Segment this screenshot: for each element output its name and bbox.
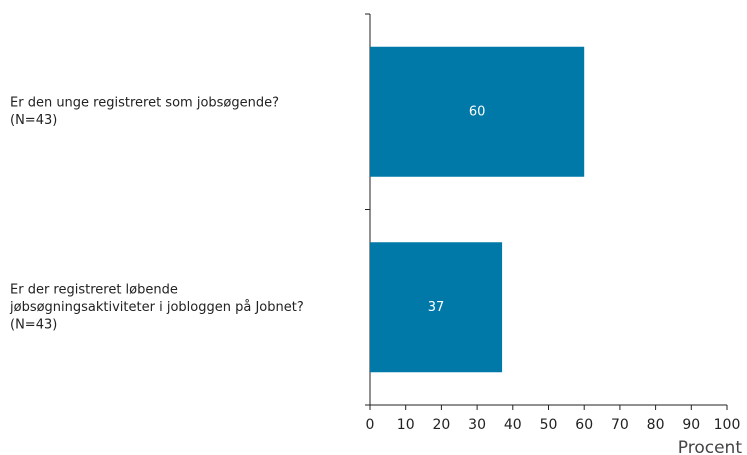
y-tick-label: Er den unge registreret som jobsøgende? [10,96,279,111]
y-tick-label: Er der registreret løbende [10,282,178,297]
x-tick-label: 10 [397,417,415,433]
x-tick-label: 0 [366,417,375,433]
x-tick-label: 40 [504,417,522,433]
y-tick-label: (N=43) [10,317,57,332]
y-tick-label: jøbsøgningsaktiviteter i jobloggen på Jo… [9,300,304,315]
value-label: 60 [469,104,486,119]
x-tick-label: 100 [714,417,741,433]
x-tick-label: 80 [647,417,665,433]
x-tick-label: 30 [468,417,486,433]
bar [370,46,585,177]
x-axis-label: Procent [678,438,743,455]
x-tick-label: 90 [682,417,700,433]
bar [370,242,503,373]
value-label: 37 [428,300,445,315]
x-tick-label: 20 [432,417,450,433]
x-tick-label: 70 [611,417,629,433]
y-tick-label: (N=43) [10,113,57,128]
x-tick-label: 50 [540,417,558,433]
x-tick-label: 60 [575,417,593,433]
